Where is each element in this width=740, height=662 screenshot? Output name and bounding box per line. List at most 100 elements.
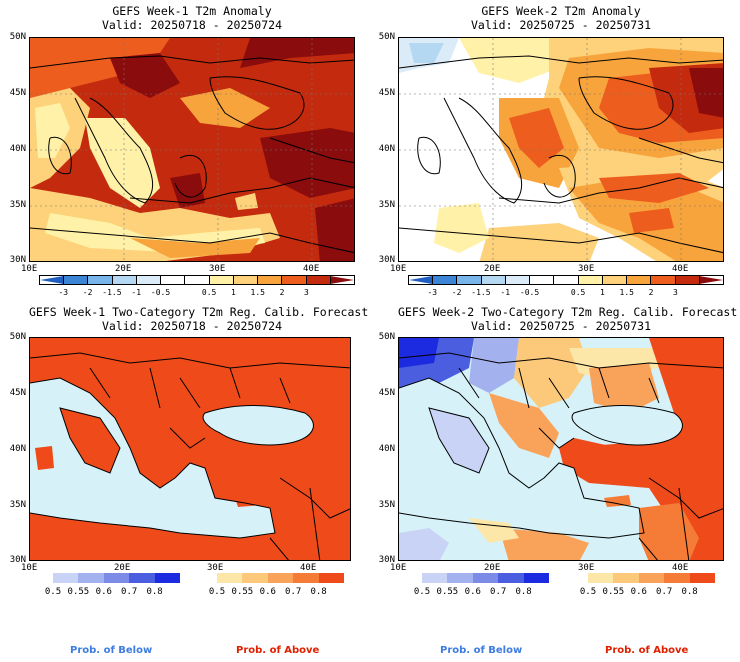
- panel3-lat-45: 45N: [9, 388, 26, 398]
- anomaly-colorbar-segment: [480, 276, 505, 284]
- anomaly-colorbar-segment: [40, 276, 64, 284]
- panel1-anomaly-map: [29, 37, 355, 262]
- panel2-lon-30: 30E: [578, 264, 595, 274]
- anomaly-colorbar-label: 1: [231, 288, 236, 297]
- panel3-lat-35: 35N: [9, 500, 26, 510]
- panel4-lat-30: 30N: [378, 555, 395, 565]
- probability-colorbar-label: 0.55: [602, 587, 625, 597]
- panel3-lon-40: 40E: [300, 563, 317, 573]
- panel4-title: GEFS Week-2 Two-Category T2m Reg. Calib.…: [398, 305, 738, 333]
- panel2-title-text: GEFS Week-2 T2m Anomaly: [481, 4, 641, 18]
- probability-colorbar-label: 0.7: [285, 587, 302, 597]
- panel1-lat-35: 35N: [9, 200, 26, 210]
- probability-colorbar-segment: [498, 573, 524, 583]
- panel2-lat-45: 45N: [378, 88, 395, 98]
- panel1-lon-40: 40E: [303, 264, 320, 274]
- probability-colorbar-segment: [293, 573, 319, 583]
- panel4-lon-20: 20E: [484, 563, 501, 573]
- anomaly-colorbar-segment: [529, 276, 554, 284]
- panel2-anomaly-colorbar: [408, 275, 724, 285]
- panel4-lon-10: 10E: [390, 563, 407, 573]
- anomaly-colorbar-label: 0.5: [570, 288, 586, 297]
- probability-colorbar-segment: [588, 573, 614, 583]
- panel3-lat-30: 30N: [9, 555, 26, 565]
- panel2-anomaly-map: [398, 37, 724, 262]
- anomaly-colorbar-segment: [281, 276, 306, 284]
- probability-colorbar-segment: [664, 573, 690, 583]
- caption-prob-above-right: Prob. of Above: [605, 645, 689, 656]
- probability-colorbar-segment: [318, 573, 345, 583]
- probability-colorbar-label: 0.6: [630, 587, 647, 597]
- anomaly-colorbar-label: -1: [500, 288, 511, 297]
- panel1-lon-10: 10E: [21, 264, 38, 274]
- panel4-probability-map: [398, 337, 724, 561]
- panel4-lon-30: 30E: [578, 563, 595, 573]
- panel3-probability-map: [29, 337, 351, 561]
- anomaly-colorbar-label: -0.5: [150, 288, 171, 297]
- anomaly-colorbar-segment: [329, 276, 355, 284]
- probability-colorbar-label: 0.55: [436, 587, 459, 597]
- anomaly-colorbar-label: -1.5: [102, 288, 122, 297]
- panel3-lon-20: 20E: [114, 563, 131, 573]
- panel2-lat-50: 50N: [378, 32, 395, 42]
- panel3-lat-40: 40N: [9, 444, 26, 454]
- anomaly-colorbar-label: -0.5: [519, 288, 540, 297]
- probability-colorbar-label: 0.5: [44, 587, 62, 597]
- panel1-map-graphic: [30, 38, 354, 261]
- probability-colorbar-label: 0.8: [515, 587, 532, 597]
- probability-colorbar-label: 0.5: [579, 587, 597, 597]
- panel1-lat-50: 50N: [9, 32, 26, 42]
- panel2-lon-40: 40E: [672, 264, 689, 274]
- panel1-lon-20: 20E: [115, 264, 132, 274]
- panel2-lon-20: 20E: [484, 264, 501, 274]
- anomaly-colorbar-segment: [135, 276, 161, 284]
- anomaly-colorbar-segment: [111, 276, 136, 284]
- panel4-title-text: GEFS Week-2 Two-Category T2m Reg. Calib.…: [398, 305, 738, 319]
- anomaly-colorbar-segment: [577, 276, 602, 284]
- probability-colorbar-segment: [472, 573, 499, 583]
- anomaly-colorbar-segment: [232, 276, 258, 284]
- anomaly-colorbar-label: -2: [451, 288, 462, 297]
- anomaly-colorbar-segment: [626, 276, 651, 284]
- probability-colorbar-label: 0.55: [231, 587, 254, 597]
- panel3-below-colorbar-labels: 0.5 0.55 0.6 0.7 0.8: [45, 587, 180, 597]
- anomaly-colorbar-label: -1: [131, 288, 142, 297]
- panel3-lon-10: 10E: [21, 563, 38, 573]
- panel2-lat-40: 40N: [378, 144, 395, 154]
- anomaly-colorbar-segment: [432, 276, 457, 284]
- anomaly-colorbar-segment: [87, 276, 112, 284]
- panel3-above-colorbar-labels: 0.5 0.55 0.6 0.7 0.8: [209, 587, 344, 597]
- anomaly-colorbar-segment: [257, 276, 282, 284]
- anomaly-colorbar-segment: [601, 276, 627, 284]
- panel2-lon-10: 10E: [390, 264, 407, 274]
- panel1-anomaly-colorbar: [39, 275, 355, 285]
- probability-colorbar-label: 0.5: [413, 587, 431, 597]
- probability-colorbar-label: 0.7: [490, 587, 507, 597]
- anomaly-colorbar-label: 2: [279, 288, 285, 297]
- anomaly-colorbar-label: 1.5: [250, 288, 265, 297]
- anomaly-colorbar-label: -2: [82, 288, 93, 297]
- panel4-lon-40: 40E: [672, 563, 689, 573]
- panel4-map-graphic: [399, 338, 723, 560]
- anomaly-colorbar-label: 1.5: [619, 288, 634, 297]
- panel3-title-text: GEFS Week-1 Two-Category T2m Reg. Calib.…: [29, 305, 369, 319]
- panel3-map-graphic: [30, 338, 350, 560]
- anomaly-colorbar-segment: [160, 276, 185, 284]
- panel2-valid-text: Valid: 20250725 - 20250731: [470, 18, 651, 32]
- probability-colorbar-label: 0.55: [67, 587, 90, 597]
- probability-colorbar-segment: [103, 573, 130, 583]
- anomaly-colorbar-segment: [63, 276, 88, 284]
- probability-colorbar-segment: [217, 573, 243, 583]
- panel1-title: GEFS Week-1 T2m Anomaly Valid: 20250718 …: [29, 4, 355, 32]
- anomaly-colorbar-segment: [409, 276, 433, 284]
- probability-colorbar-segment: [638, 573, 665, 583]
- probability-colorbar-label: 0.6: [464, 587, 481, 597]
- probability-colorbar-label: 0.8: [681, 587, 698, 597]
- probability-colorbar-label: 0.5: [208, 587, 226, 597]
- panel4-lat-35: 35N: [378, 500, 395, 510]
- probability-colorbar-segment: [523, 573, 550, 583]
- panel1-lat-30: 30N: [9, 255, 26, 265]
- probability-colorbar-segment: [689, 573, 716, 583]
- panel2-lat-30: 30N: [378, 255, 395, 265]
- anomaly-colorbar-segment: [504, 276, 530, 284]
